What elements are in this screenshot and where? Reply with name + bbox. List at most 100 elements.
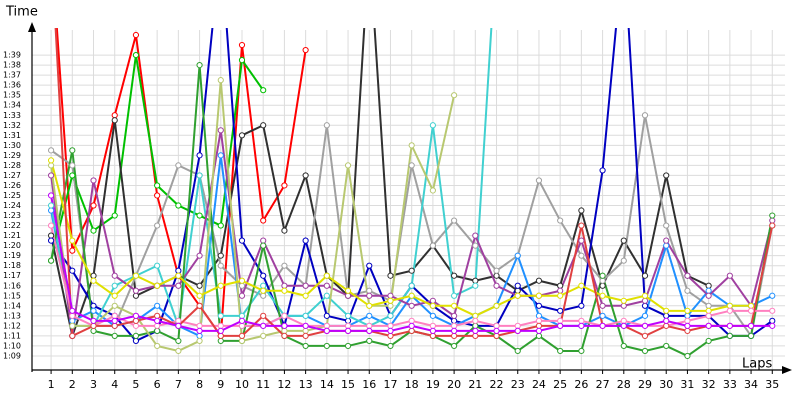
data-point xyxy=(599,292,606,299)
data-point xyxy=(429,302,436,309)
data-point xyxy=(281,312,288,319)
data-point xyxy=(90,202,97,209)
y-tick-label: 1:14 xyxy=(3,301,21,310)
data-point xyxy=(217,332,224,339)
data-point xyxy=(90,307,97,314)
data-point xyxy=(281,327,288,334)
data-point xyxy=(344,287,352,294)
data-point xyxy=(472,332,479,339)
x-tick-label: 26 xyxy=(574,378,588,391)
data-point xyxy=(535,312,543,319)
data-point xyxy=(323,322,330,329)
data-point xyxy=(281,262,288,269)
data-point xyxy=(641,112,649,119)
data-point xyxy=(47,222,55,229)
data-point xyxy=(451,332,458,339)
data-point xyxy=(387,302,394,309)
x-tick-label: 34 xyxy=(744,378,758,391)
data-point xyxy=(238,277,246,284)
data-point xyxy=(302,172,309,179)
data-point xyxy=(472,277,479,284)
data-point xyxy=(238,237,246,244)
data-point xyxy=(472,282,479,289)
y-tick-label: 1:32 xyxy=(3,121,21,130)
data-point xyxy=(578,302,585,309)
data-point xyxy=(514,252,521,259)
data-point xyxy=(302,282,309,289)
data-point xyxy=(132,312,140,319)
x-tick-label: 25 xyxy=(553,378,567,391)
data-point xyxy=(684,307,691,314)
data-point xyxy=(429,332,436,339)
data-point xyxy=(705,292,712,299)
data-point xyxy=(472,232,479,239)
data-point xyxy=(366,302,373,309)
x-tick-label: 24 xyxy=(532,378,546,391)
y-tick-label: 1:18 xyxy=(3,261,21,270)
series-line xyxy=(50,80,456,352)
data-point xyxy=(196,322,203,329)
data-point xyxy=(90,177,97,184)
data-point xyxy=(366,312,373,319)
data-point xyxy=(429,322,436,329)
plot-area xyxy=(47,28,776,360)
data-point xyxy=(69,267,76,274)
data-point xyxy=(260,282,267,289)
data-point xyxy=(408,267,415,274)
y-tick-label: 1:20 xyxy=(3,241,21,250)
data-point xyxy=(217,322,224,329)
x-tick-label: 12 xyxy=(277,378,291,391)
data-point xyxy=(111,317,118,324)
data-point xyxy=(535,177,543,184)
data-point xyxy=(323,327,330,334)
data-point xyxy=(663,242,670,249)
data-point xyxy=(408,292,415,299)
data-point xyxy=(132,337,140,345)
data-point xyxy=(47,237,55,244)
data-point xyxy=(747,307,755,314)
data-point xyxy=(451,327,458,334)
data-point xyxy=(684,272,691,279)
x-tick-label: 13 xyxy=(299,378,313,391)
y-axis-label: Time xyxy=(5,5,38,20)
data-point xyxy=(493,272,500,279)
data-point xyxy=(260,322,267,329)
data-point xyxy=(535,327,543,334)
data-point xyxy=(196,62,203,69)
data-point xyxy=(217,262,224,269)
data-point xyxy=(281,282,288,289)
data-point xyxy=(387,297,394,304)
data-point xyxy=(641,302,649,309)
data-point xyxy=(641,312,649,319)
data-point xyxy=(408,142,415,149)
data-point xyxy=(323,312,330,319)
data-point xyxy=(90,317,97,324)
data-point xyxy=(514,347,521,355)
data-point xyxy=(747,322,755,329)
data-point xyxy=(408,162,415,169)
data-point xyxy=(196,172,203,179)
data-point xyxy=(323,122,330,129)
x-tick-label: 1 xyxy=(48,378,55,391)
data-point xyxy=(260,272,267,279)
data-point xyxy=(535,277,543,284)
data-point xyxy=(302,332,309,339)
data-point xyxy=(132,332,140,339)
data-point xyxy=(260,292,267,299)
data-point xyxy=(429,297,436,304)
data-point xyxy=(69,322,76,329)
y-tick-label: 1:17 xyxy=(3,271,21,280)
data-point xyxy=(408,317,415,324)
data-point xyxy=(47,192,55,199)
data-point xyxy=(493,282,500,289)
data-point xyxy=(238,41,246,49)
data-point xyxy=(175,282,182,289)
x-tick-label: 22 xyxy=(490,378,504,391)
data-point xyxy=(578,222,585,229)
data-point xyxy=(47,257,55,264)
data-point xyxy=(196,282,203,289)
data-point xyxy=(557,307,564,314)
y-tick-label: 1:16 xyxy=(3,281,21,290)
x-tick-label: 5 xyxy=(132,378,139,391)
y-tick-label: 1:29 xyxy=(3,151,21,160)
